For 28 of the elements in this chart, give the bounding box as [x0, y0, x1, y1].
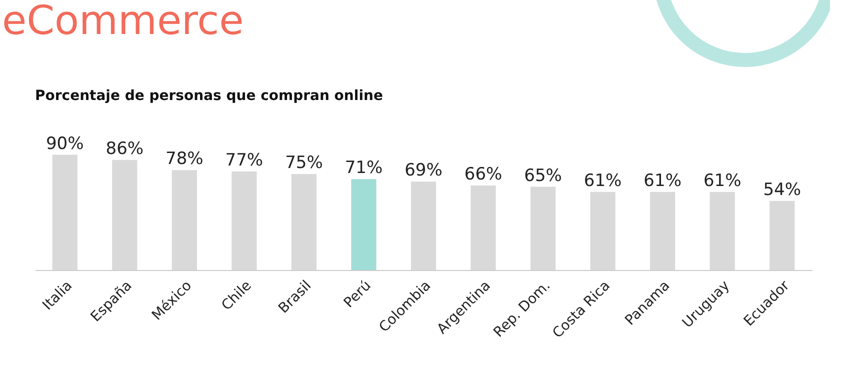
bar [710, 192, 735, 270]
bar [232, 171, 257, 270]
bar [112, 160, 138, 270]
data-label: 61% [703, 170, 742, 191]
data-label: 90% [46, 134, 84, 154]
data-label: 54% [763, 180, 802, 200]
bar [172, 170, 197, 270]
chart-subtitle: Porcentaje de personas que compran online [35, 88, 383, 104]
bar [590, 192, 616, 270]
bar [650, 192, 676, 270]
data-label: 61% [644, 170, 682, 191]
data-label: 66% [464, 164, 502, 185]
data-label: 75% [285, 153, 323, 173]
data-label: 61% [584, 170, 622, 191]
data-label: 77% [225, 150, 264, 170]
bar [470, 186, 496, 270]
bar [770, 200, 795, 270]
bar [530, 186, 556, 270]
data-label: 65% [524, 166, 562, 186]
data-label: 71% [344, 158, 383, 178]
data-label: 78% [166, 149, 204, 170]
bar [410, 182, 436, 270]
bar [351, 179, 376, 270]
bar [52, 154, 78, 270]
bar [291, 174, 317, 270]
data-label: 86% [106, 138, 144, 159]
chart-title: eCommerce [2, 0, 244, 44]
data-label: 69% [404, 160, 442, 181]
